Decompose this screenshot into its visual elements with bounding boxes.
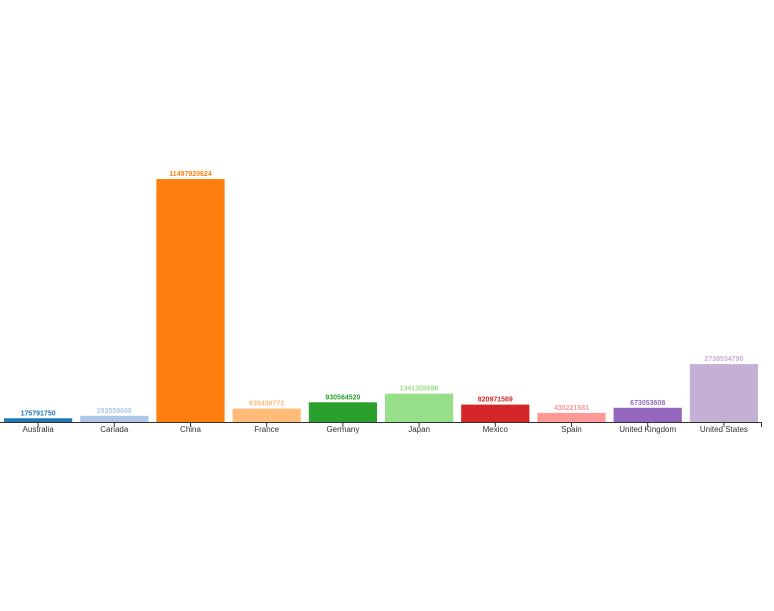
bar-united-kingdom — [613, 407, 682, 422]
value-label-japan: 1341305696 — [400, 386, 439, 393]
bar-spain — [537, 412, 606, 422]
bar-canada — [80, 415, 149, 422]
bar-china — [156, 179, 225, 422]
x-tick-label-united-states: United States — [700, 425, 748, 434]
x-axis-tick-labels: Australia Canada China France Germany Japan Me… — [23, 425, 748, 434]
bar-australia — [4, 418, 73, 422]
value-labels-group: 175791750 293559608 11497920624 635430772 93… — [21, 171, 744, 417]
bar-mexico — [461, 404, 530, 422]
value-label-china: 11497920624 — [169, 171, 212, 178]
x-axis-ticks — [37, 422, 762, 427]
bar-germany — [308, 402, 377, 422]
value-label-australia: 175791750 — [21, 410, 56, 417]
bars-group — [4, 179, 758, 422]
x-tick-label-australia: Australia — [23, 425, 55, 434]
x-tick-label-japan: Japan — [408, 425, 430, 434]
x-tick-label-germany: Germany — [326, 425, 359, 434]
bar-japan — [385, 393, 454, 422]
value-label-spain: 430221581 — [554, 405, 589, 412]
x-tick-label-united-kingdom: United Kingdom — [619, 425, 676, 434]
x-tick-label-china: China — [180, 425, 201, 434]
bar-united-states — [689, 364, 758, 422]
x-tick-label-canada: Canada — [100, 425, 129, 434]
value-label-united-kingdom: 673053608 — [630, 400, 665, 407]
x-tick-label-france: France — [254, 425, 279, 434]
value-label-germany: 930564520 — [325, 394, 360, 401]
bar-france — [232, 408, 301, 422]
value-label-united-states: 2738534790 — [704, 356, 743, 363]
value-label-france: 635430772 — [249, 401, 284, 408]
x-tick-label-mexico: Mexico — [483, 425, 509, 434]
value-label-canada: 293559608 — [97, 408, 132, 415]
value-label-mexico: 820971569 — [478, 397, 513, 404]
x-tick-label-spain: Spain — [561, 425, 581, 434]
